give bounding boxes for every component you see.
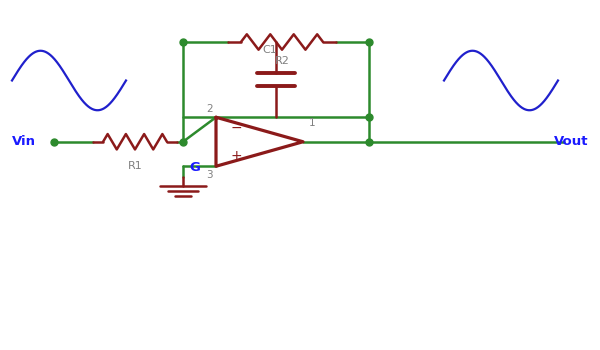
- Text: 1: 1: [309, 118, 316, 128]
- Text: 3: 3: [206, 170, 213, 180]
- Text: G: G: [189, 161, 200, 174]
- Text: R2: R2: [275, 56, 289, 66]
- Text: C1: C1: [263, 45, 277, 55]
- Text: +: +: [231, 149, 242, 163]
- Text: −: −: [231, 121, 242, 135]
- Text: Vin: Vin: [12, 135, 36, 148]
- Text: R1: R1: [128, 161, 142, 171]
- Text: Vout: Vout: [554, 135, 588, 148]
- Text: 2: 2: [206, 104, 213, 114]
